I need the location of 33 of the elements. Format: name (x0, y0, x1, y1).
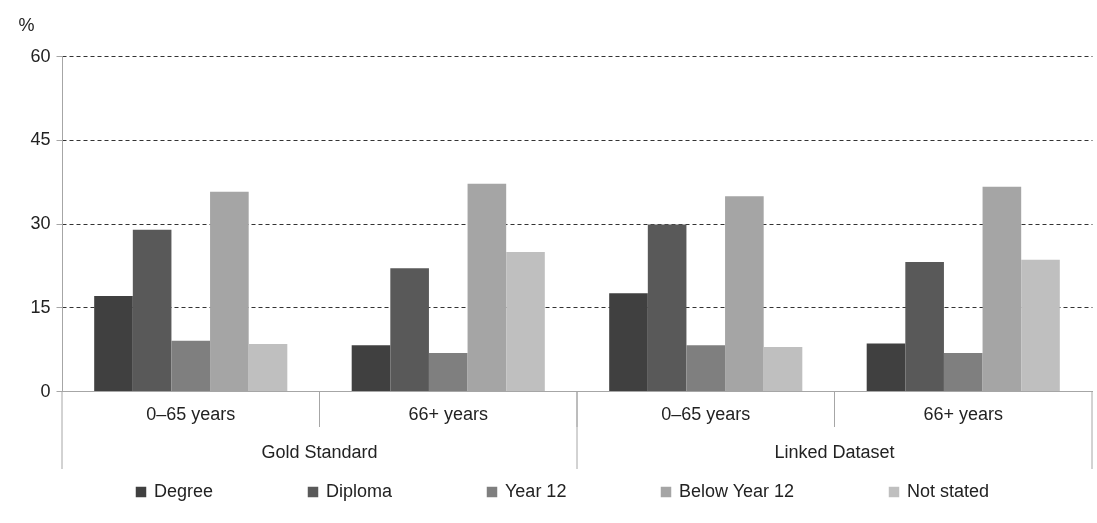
bar (609, 293, 648, 391)
bar (351, 345, 391, 391)
bar (866, 343, 906, 391)
bar (248, 344, 288, 391)
bar (686, 345, 726, 391)
bar (428, 353, 468, 391)
x-tick-label: 66+ years (923, 403, 1004, 424)
y-tick-label: 60 (30, 45, 51, 66)
bar (390, 268, 429, 391)
legend-label: Degree (154, 481, 214, 501)
y-tick-label: 45 (30, 129, 51, 150)
bar (506, 251, 545, 391)
x-tick-label: 66+ years (408, 403, 489, 424)
legend-label: Below Year 12 (679, 481, 795, 501)
bar (1021, 259, 1060, 391)
x-tick-label: 0–65 years (146, 403, 236, 424)
bar (132, 229, 172, 391)
text: Linked Dataset (774, 442, 895, 462)
legend-label: Not stated (907, 481, 990, 501)
bar (94, 296, 133, 391)
y-axis-title: % (18, 14, 35, 35)
text: Gold Standard (261, 442, 378, 462)
x-tick-label: 0–65 years (661, 403, 751, 424)
bar (647, 224, 687, 391)
bar (763, 346, 803, 391)
legend-label: Diploma (326, 481, 394, 501)
bar (943, 353, 983, 391)
y-tick-label: 0 (40, 380, 51, 401)
legend-label: Year 12 (505, 481, 567, 501)
y-tick-label: 30 (30, 213, 51, 233)
y-tick-label: 15 (30, 296, 51, 317)
bar (905, 262, 944, 391)
bar (171, 340, 211, 391)
